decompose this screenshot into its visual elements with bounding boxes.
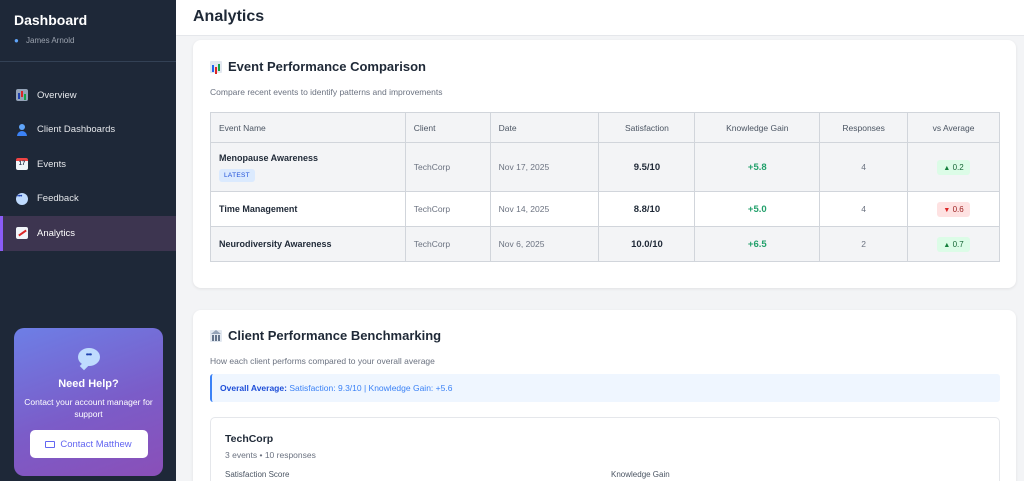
table-header-row: Event Name Client Date Satisfaction Know… bbox=[210, 112, 1000, 143]
event-name-cell: Menopause Awareness LATEST bbox=[210, 142, 406, 192]
column-header[interactable]: Knowledge Gain bbox=[694, 112, 821, 143]
knowledge-gain-cell: +5.0 bbox=[694, 191, 821, 227]
sidebar-item-overview[interactable]: Overview bbox=[0, 78, 176, 113]
column-header[interactable]: vs Average bbox=[907, 112, 1000, 143]
help-title: Need Help? bbox=[58, 378, 119, 390]
date-cell: Nov 14, 2025 bbox=[489, 191, 600, 227]
column-header[interactable]: Date bbox=[489, 112, 600, 143]
column-header[interactable]: Satisfaction bbox=[598, 112, 696, 143]
help-text: Contact your account manager for support bbox=[24, 397, 153, 419]
sidebar-item-label: Events bbox=[37, 158, 67, 170]
vs-average-cell: ▲ 0.2 bbox=[907, 142, 1000, 192]
speech-bubble-icon: ••• bbox=[77, 348, 100, 366]
sidebar-item-label: Client Dashboards bbox=[37, 124, 116, 136]
date-cell: Nov 17, 2025 bbox=[489, 142, 600, 192]
calendar-icon bbox=[16, 158, 28, 171]
user-icon: ● bbox=[14, 35, 19, 45]
contact-button-label: Contact Matthew bbox=[60, 438, 132, 450]
sidebar-nav: Overview Client Dashboards Events Feedba… bbox=[0, 78, 176, 251]
event-name-cell: Neurodiversity Awareness bbox=[210, 226, 406, 262]
client-cell: TechCorp bbox=[404, 226, 491, 262]
arrow-up-icon: ▲ bbox=[943, 241, 951, 249]
overall-average-banner: Overall Average: Satisfaction: 9.3/10 | … bbox=[210, 374, 1000, 402]
overall-average-value: Satisfaction: 9.3/10 | Knowledge Gain: +… bbox=[289, 383, 453, 393]
arrow-up-icon: ▲ bbox=[943, 164, 951, 172]
help-card: ••• Need Help? Contact your account mana… bbox=[14, 328, 163, 476]
event-comparison-card: Event Performance Comparison Compare rec… bbox=[193, 40, 1016, 288]
date-cell: Nov 6, 2025 bbox=[489, 226, 600, 262]
event-name-cell: Time Management bbox=[210, 191, 406, 227]
client-cell: TechCorp bbox=[404, 191, 491, 227]
event-comparison-subtitle: Compare recent events to identify patter… bbox=[210, 87, 443, 97]
sidebar: Dashboard ● James Arnold Overview Client… bbox=[0, 0, 176, 481]
sidebar-item-events[interactable]: Events bbox=[0, 147, 176, 182]
latest-badge: LATEST bbox=[219, 168, 255, 182]
sidebar-item-label: Feedback bbox=[37, 193, 79, 205]
sidebar-user: ● James Arnold bbox=[14, 36, 162, 45]
sidebar-title: Dashboard bbox=[14, 12, 88, 28]
trend-chart-icon bbox=[16, 227, 28, 240]
responses-cell: 2 bbox=[819, 226, 909, 262]
vs-average-value: 0.2 bbox=[952, 162, 964, 172]
user-name: James Arnold bbox=[26, 36, 75, 45]
event-comparison-title-text: Event Performance Comparison bbox=[228, 59, 426, 74]
vs-average-cell: ▼ 0.6 bbox=[907, 191, 1000, 227]
vs-average-badge: ▲ 0.2 bbox=[937, 159, 970, 175]
overall-average-label: Overall Average: bbox=[220, 383, 287, 393]
speech-bubble-icon bbox=[16, 192, 28, 205]
vs-average-cell: ▲ 0.7 bbox=[907, 226, 1000, 262]
client-name: TechCorp bbox=[225, 433, 274, 445]
satisfaction-cell: 9.5/10 bbox=[598, 142, 696, 192]
sidebar-header: Dashboard ● James Arnold bbox=[0, 0, 176, 62]
arrow-down-icon: ▼ bbox=[943, 206, 951, 214]
satisfaction-cell: 8.8/10 bbox=[598, 191, 696, 227]
responses-cell: 4 bbox=[819, 191, 909, 227]
client-card-techcorp[interactable]: TechCorp 3 events • 10 responses Satisfa… bbox=[210, 417, 1000, 481]
knowledge-gain-cell: +5.8 bbox=[694, 142, 821, 192]
user-icon bbox=[16, 123, 28, 136]
column-header[interactable]: Client bbox=[404, 112, 491, 143]
sidebar-item-client-dashboards[interactable]: Client Dashboards bbox=[0, 113, 176, 148]
column-header[interactable]: Event Name bbox=[210, 112, 406, 143]
table-row[interactable]: Neurodiversity Awareness TechCorp Nov 6,… bbox=[210, 226, 1000, 262]
event-name: Menopause Awareness bbox=[219, 152, 319, 163]
bar-chart-icon bbox=[210, 60, 222, 73]
client-benchmark-title: Client Performance Benchmarking bbox=[210, 328, 441, 343]
column-header[interactable]: Responses bbox=[819, 112, 909, 143]
sidebar-item-label: Analytics bbox=[37, 227, 76, 239]
satisfaction-cell: 10.0/10 bbox=[598, 226, 696, 262]
vs-average-value: 0.7 bbox=[952, 239, 964, 249]
knowledge-gain-cell: +6.5 bbox=[694, 226, 821, 262]
client-cell: TechCorp bbox=[404, 142, 491, 192]
responses-cell: 4 bbox=[819, 142, 909, 192]
sidebar-item-label: Overview bbox=[37, 89, 77, 101]
client-meta: 3 events • 10 responses bbox=[225, 450, 316, 460]
event-comparison-title: Event Performance Comparison bbox=[210, 59, 426, 74]
sidebar-item-analytics[interactable]: Analytics bbox=[0, 216, 176, 251]
client-benchmark-card: Client Performance Benchmarking How each… bbox=[193, 310, 1016, 481]
table-row[interactable]: Menopause Awareness LATEST TechCorp Nov … bbox=[210, 142, 1000, 192]
client-benchmark-subtitle: How each client performs compared to you… bbox=[210, 356, 435, 366]
vs-average-value: 0.6 bbox=[952, 204, 964, 214]
top-bar: Analytics bbox=[176, 0, 1024, 36]
vs-average-badge: ▲ 0.7 bbox=[937, 236, 970, 252]
event-comparison-table: Event Name Client Date Satisfaction Know… bbox=[210, 112, 1000, 262]
bank-icon bbox=[210, 329, 222, 342]
satisfaction-score-label: Satisfaction Score bbox=[225, 470, 290, 479]
sidebar-item-feedback[interactable]: Feedback bbox=[0, 182, 176, 217]
page-title: Analytics bbox=[193, 8, 265, 25]
mail-icon bbox=[45, 440, 56, 448]
vs-average-badge: ▼ 0.6 bbox=[937, 201, 970, 217]
bar-chart-icon bbox=[16, 89, 28, 102]
table-row[interactable]: Time Management TechCorp Nov 14, 2025 8.… bbox=[210, 191, 1000, 227]
contact-button[interactable]: Contact Matthew bbox=[29, 430, 148, 458]
knowledge-gain-label: Knowledge Gain bbox=[611, 470, 670, 479]
client-benchmark-title-text: Client Performance Benchmarking bbox=[228, 328, 442, 343]
